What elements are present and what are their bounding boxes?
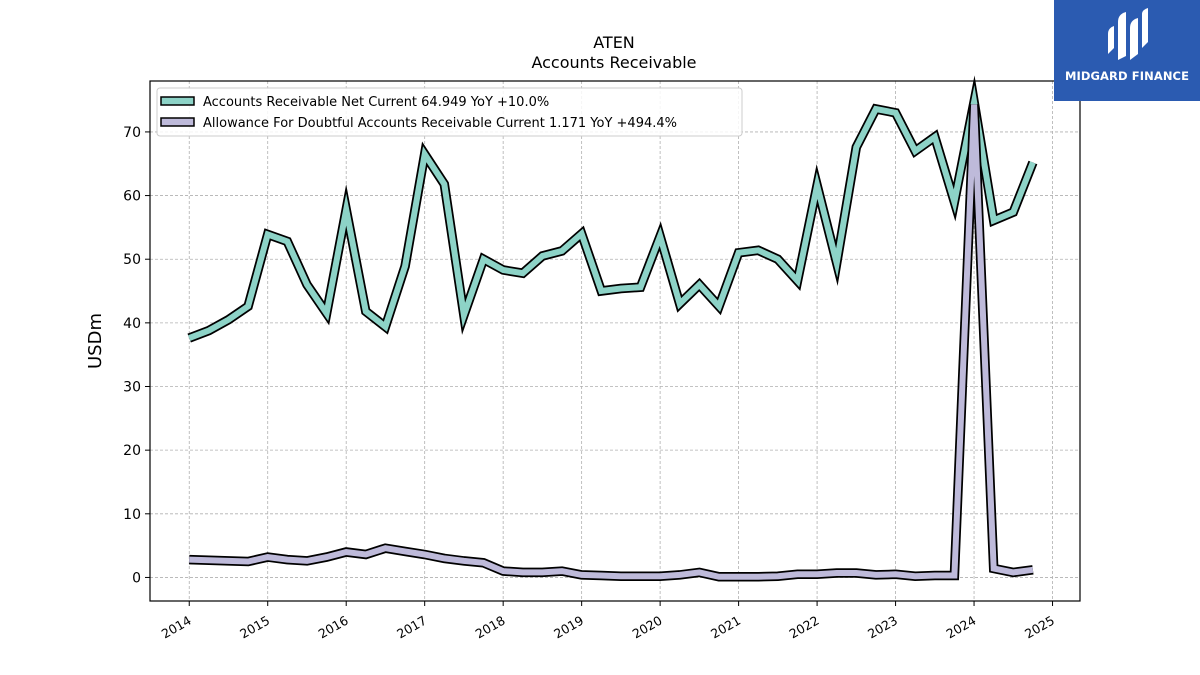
legend-label: Accounts Receivable Net Current 64.949 Y… xyxy=(203,95,549,110)
legend-label: Allowance For Doubtful Accounts Receivab… xyxy=(203,116,677,131)
x-tick-label: 2015 xyxy=(237,613,272,642)
x-tick-label: 2016 xyxy=(316,613,351,642)
y-tick-label: 20 xyxy=(123,443,141,459)
axes: 2014 2015 2016 2017 2018 2019 2020 2021 2022 2023… xyxy=(123,125,1057,642)
legend-swatch xyxy=(160,96,195,106)
legend: Accounts Receivable Net Current 64.949 Y… xyxy=(156,87,743,137)
logo-text: MIDGARD FINANCE xyxy=(1064,69,1190,83)
chart-subtitle: Accounts Receivable xyxy=(531,53,696,72)
chart-title: ATEN xyxy=(593,33,635,52)
plot-frame xyxy=(149,80,1081,602)
y-tick-label: 40 xyxy=(123,316,141,332)
logo-mark-icon xyxy=(1108,8,1148,60)
series-0-line xyxy=(188,85,1036,341)
y-axis-label: USDm xyxy=(85,313,106,369)
y-tick-label: 70 xyxy=(123,125,141,141)
y-tick-label: 0 xyxy=(132,570,141,586)
x-tick-label: 2014 xyxy=(159,613,194,642)
legend-swatch xyxy=(160,117,195,127)
y-tick-label: 50 xyxy=(123,252,141,268)
x-tick-label: 2023 xyxy=(865,613,900,642)
series-1-line xyxy=(189,104,1034,580)
legend-box xyxy=(156,87,743,137)
series-lines xyxy=(187,75,1038,582)
x-tick-label: 2017 xyxy=(394,613,429,642)
series-1-outline xyxy=(189,104,1034,582)
x-tick-label: 2024 xyxy=(944,613,979,642)
y-tick-label: 30 xyxy=(123,380,141,396)
x-tick-label: 2022 xyxy=(787,613,822,642)
y-tick-label: 60 xyxy=(123,189,141,205)
x-tick-label: 2020 xyxy=(630,613,665,642)
x-tick-label: 2018 xyxy=(473,613,508,642)
x-tick-label: 2021 xyxy=(708,613,743,642)
y-tick-label: 10 xyxy=(123,507,141,523)
midgard-finance-logo: MIDGARD FINANCE xyxy=(1054,0,1200,101)
x-tick-label: 2025 xyxy=(1022,613,1057,642)
x-tick-label: 2019 xyxy=(551,613,586,642)
